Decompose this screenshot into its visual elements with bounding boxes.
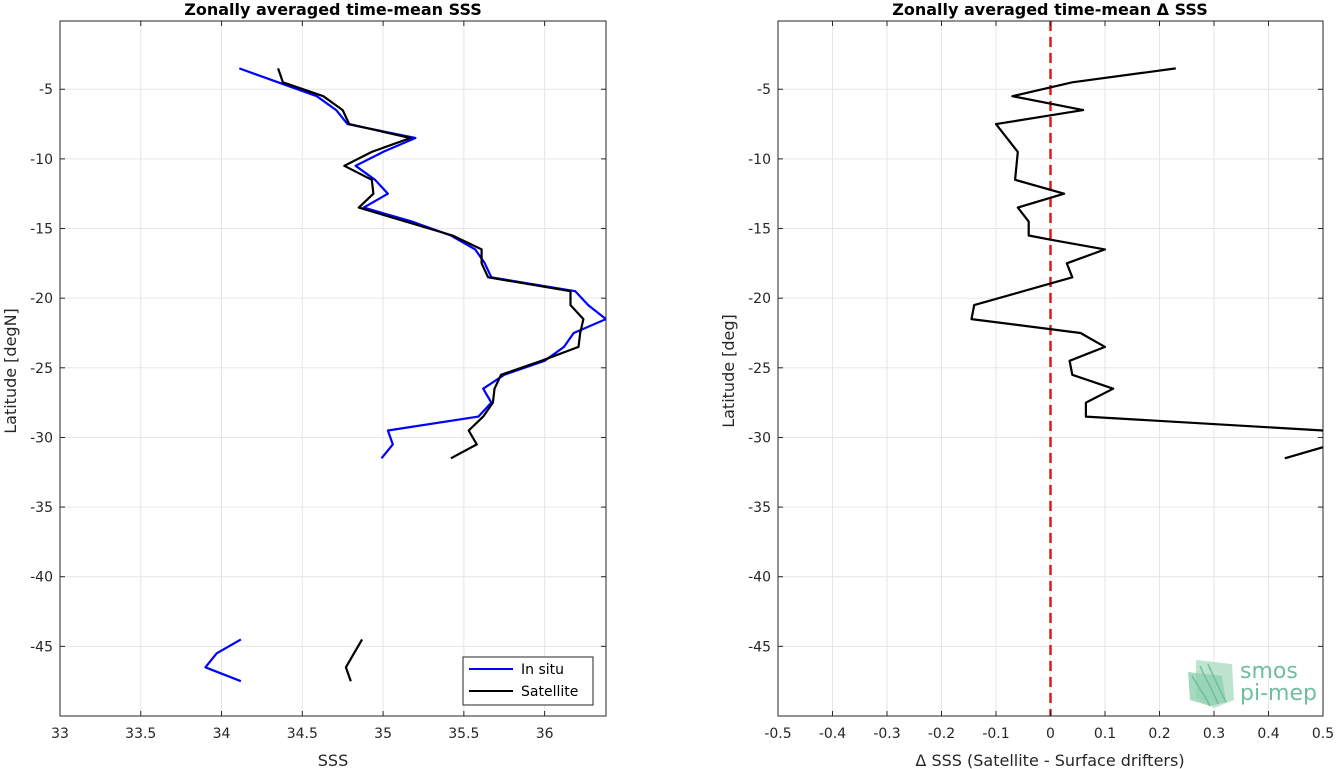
left-y-tick-label: -5 xyxy=(39,82,53,98)
right-x-tick-label: -0.2 xyxy=(928,726,955,742)
left-x-tick-label: 33.5 xyxy=(125,726,156,742)
left-y-tick-label: -30 xyxy=(30,430,53,446)
right-y-tick-label: -40 xyxy=(748,570,771,586)
right-x-tick-label: 0.4 xyxy=(1257,726,1279,742)
right-x-tick-label: -0.4 xyxy=(819,726,846,742)
left-in-situ-line xyxy=(238,67,606,459)
legend: In situ Satellite xyxy=(462,656,594,706)
right-x-tick-label: 0.1 xyxy=(1094,726,1116,742)
left-panel: Zonally averaged time-mean SSS SSS Latit… xyxy=(1,0,607,769)
left-x-tick-label: 36 xyxy=(536,726,554,742)
left-y-tick-label: -45 xyxy=(30,639,53,655)
right-series-0-line xyxy=(970,67,1323,432)
left-chart-title: Zonally averaged time-mean SSS xyxy=(184,0,482,19)
right-y-axis-label: Latitude [deg] xyxy=(719,314,738,428)
left-y-tick-label: -20 xyxy=(30,291,53,307)
right-y-tick-label: -10 xyxy=(748,152,771,168)
left-y-tick-label: -10 xyxy=(30,152,53,168)
legend-box xyxy=(462,656,594,706)
left-x-tick-label: 35 xyxy=(374,726,392,742)
right-y-tick-label: -30 xyxy=(748,430,771,446)
right-y-tick-label: -25 xyxy=(748,361,771,377)
left-x-tick-label: 33 xyxy=(51,726,69,742)
right-x-tick-label: 0.2 xyxy=(1148,726,1170,742)
left-satellite-line xyxy=(277,68,585,460)
right-x-tick-label: 0.5 xyxy=(1312,726,1334,742)
right-panel: Zonally averaged time-mean Δ SSS Δ SSS (… xyxy=(719,0,1334,769)
left-x-tick-label: 35.5 xyxy=(448,726,479,742)
left-x-axis-label: SSS xyxy=(318,751,348,769)
legend-satellite-label: Satellite xyxy=(521,684,578,700)
right-y-tick-label: -35 xyxy=(748,500,771,516)
logo-waves-icon xyxy=(1188,660,1234,708)
right-x-tick-label: -0.1 xyxy=(982,726,1009,742)
logo-text-smos: smos xyxy=(1240,659,1298,684)
right-x-tick-label: 0.3 xyxy=(1203,726,1225,742)
left-satellite-line xyxy=(344,638,364,682)
left-y-tick-label: -25 xyxy=(30,361,53,377)
right-x-tick-label: 0 xyxy=(1046,726,1055,742)
legend-in-situ-label: In situ xyxy=(521,662,564,678)
left-y-tick-label: -40 xyxy=(30,570,53,586)
smos-pi-mep-logo: smos pi-mep xyxy=(1188,659,1317,708)
right-chart-title: Zonally averaged time-mean Δ SSS xyxy=(892,0,1208,19)
logo-text-pi-mep: pi-mep xyxy=(1240,681,1317,706)
left-x-tick-label: 34.5 xyxy=(287,726,318,742)
right-x-tick-label: -0.5 xyxy=(764,726,791,742)
right-y-tick-label: -45 xyxy=(748,639,771,655)
right-y-tick-label: -15 xyxy=(748,222,771,238)
left-in-situ-line xyxy=(204,638,242,683)
left-y-tick-label: -15 xyxy=(30,222,53,238)
left-x-tick-label: 34 xyxy=(213,726,231,742)
right-x-axis-label: Δ SSS (Satellite - Surface drifters) xyxy=(915,751,1184,769)
left-y-tick-label: -35 xyxy=(30,500,53,516)
right-x-tick-label: -0.3 xyxy=(873,726,900,742)
right-y-tick-label: -5 xyxy=(757,82,771,98)
left-axes-box xyxy=(59,20,607,717)
right-series-0-line xyxy=(1284,446,1323,460)
right-y-tick-label: -20 xyxy=(748,291,771,307)
left-y-axis-label: Latitude [degN] xyxy=(1,308,20,434)
